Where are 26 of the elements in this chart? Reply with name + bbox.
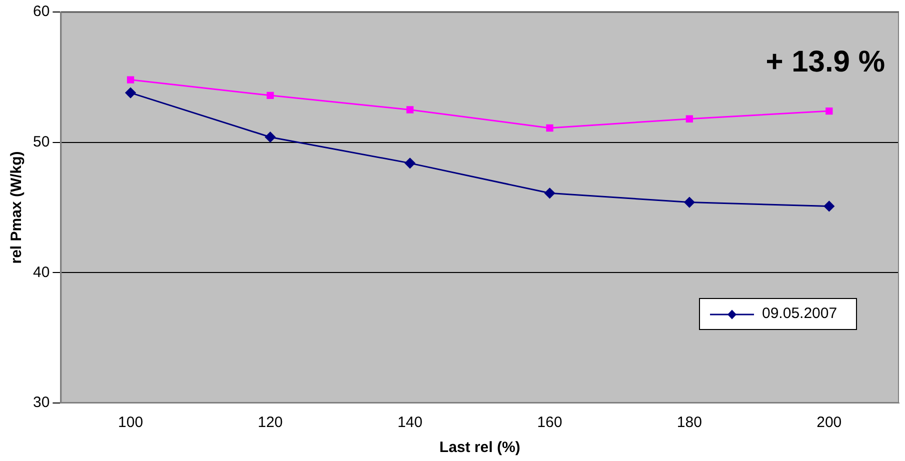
- point: [125, 88, 136, 98]
- point: [826, 107, 833, 115]
- y-tick-label: 30: [32, 394, 50, 412]
- point: [684, 197, 695, 208]
- point: [126, 76, 134, 84]
- point: [544, 188, 555, 198]
- x-tick-label: 100: [118, 414, 144, 432]
- y-tick-label: 40: [32, 264, 50, 281]
- x-tick-label: 140: [397, 414, 422, 432]
- point: [266, 92, 274, 99]
- y-axis-title: rel Pmax (W/kg): [8, 151, 26, 264]
- x-axis-title: Last rel (%): [439, 439, 520, 456]
- legend-label: 09.05.2007: [762, 305, 838, 323]
- point: [686, 115, 693, 122]
- y-tick-label: 50: [32, 133, 50, 150]
- annotation: + 13.9 %: [766, 45, 885, 78]
- point: [265, 132, 276, 142]
- x-tick-label: 160: [537, 414, 562, 432]
- x-tick-label: 180: [676, 414, 702, 432]
- point: [546, 124, 554, 132]
- y-tick-label: 60: [32, 3, 50, 20]
- point: [406, 106, 414, 114]
- x-tick-label: 200: [816, 414, 842, 432]
- x-tick-label: 120: [258, 414, 283, 432]
- point: [404, 158, 416, 168]
- point: [824, 200, 834, 212]
